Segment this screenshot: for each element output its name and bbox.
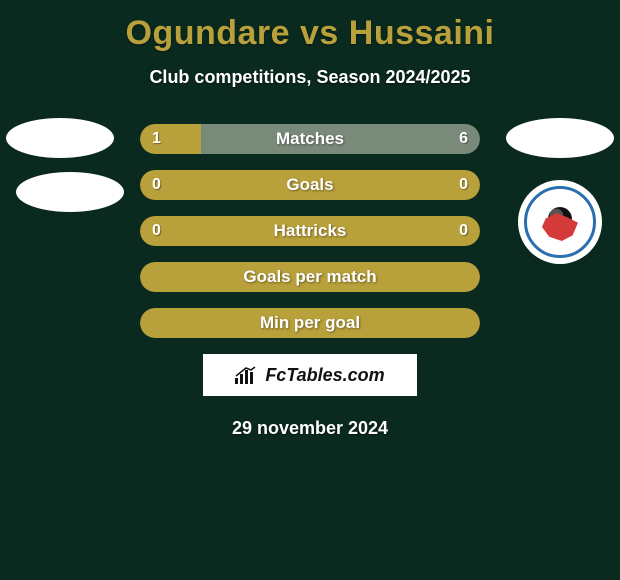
bar-label: Matches: [140, 124, 480, 154]
date-text: 29 november 2024: [0, 418, 620, 439]
bar-value-left: 1: [152, 124, 161, 154]
club-badge-ring: [524, 186, 596, 258]
page-title: Ogundare vs Hussaini: [0, 0, 620, 53]
stat-bar: Min per goal: [140, 308, 480, 338]
bar-label: Hattricks: [140, 216, 480, 246]
bar-value-right: 0: [459, 216, 468, 246]
bar-label: Min per goal: [140, 308, 480, 338]
bar-label: Goals per match: [140, 262, 480, 292]
bar-label: Goals: [140, 170, 480, 200]
bar-value-right: 6: [459, 124, 468, 154]
watermark: FcTables.com: [203, 354, 417, 396]
player-left-club-placeholder: [16, 172, 124, 212]
player-right-badge-placeholder: [506, 118, 614, 158]
stat-bar: Goals per match: [140, 262, 480, 292]
page-subtitle: Club competitions, Season 2024/2025: [0, 67, 620, 88]
bar-chart-icon: [235, 366, 257, 384]
stat-bar: Hattricks0 0: [140, 216, 480, 246]
bar-value-left: 0: [152, 170, 161, 200]
player-left-badge-placeholder: [6, 118, 114, 158]
stat-bar: Goals0 0: [140, 170, 480, 200]
bar-value-right: 0: [459, 170, 468, 200]
bar-value-left: 0: [152, 216, 161, 246]
player-right-club-badge: [518, 180, 602, 264]
stat-bar: Matches1 6: [140, 124, 480, 154]
watermark-text: FcTables.com: [265, 365, 384, 386]
